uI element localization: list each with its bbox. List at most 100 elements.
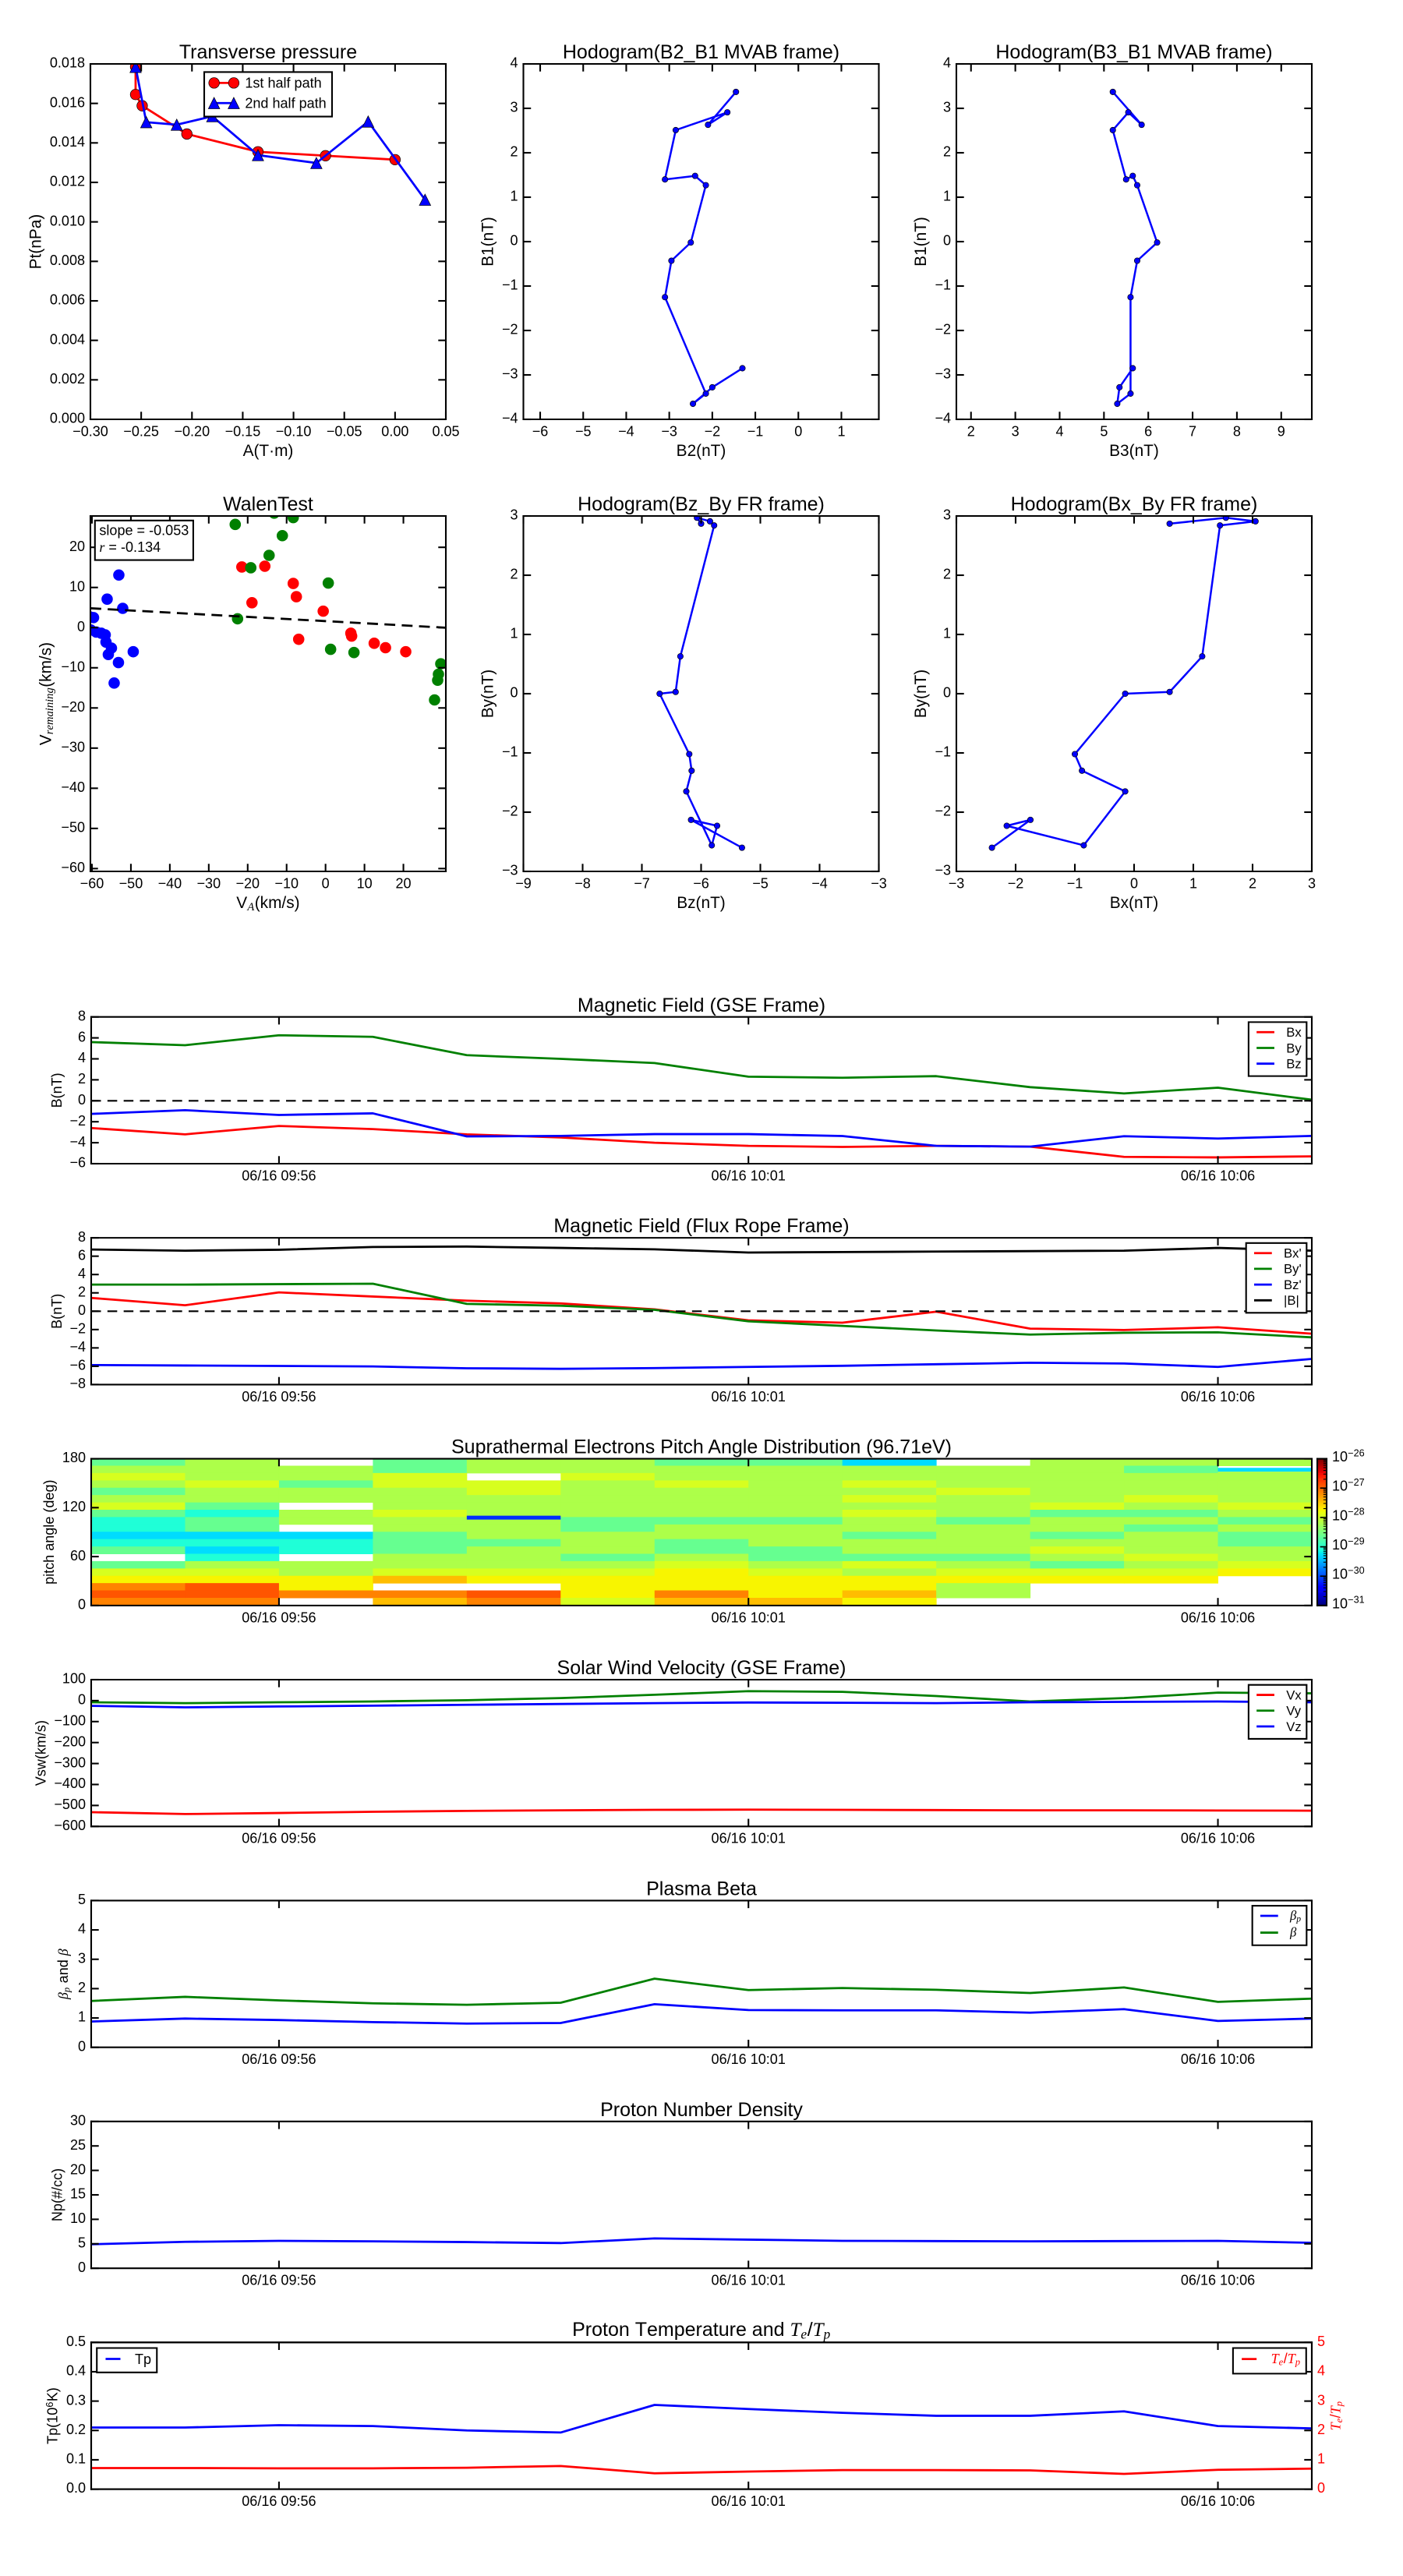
svg-text:Tp: Tp [135, 2352, 151, 2367]
svg-text:Hodogram(B3_B1 MVAB frame): Hodogram(B3_B1 MVAB frame) [995, 41, 1272, 63]
svg-text:0.000: 0.000 [50, 411, 85, 426]
svg-text:0.05: 0.05 [432, 423, 459, 439]
svg-text:1: 1 [1317, 2451, 1325, 2467]
svg-text:6: 6 [1144, 423, 1152, 439]
svg-text:5: 5 [78, 2235, 86, 2250]
svg-text:06/16 10:06: 06/16 10:06 [1181, 2273, 1255, 2288]
svg-text:−200: −200 [54, 1733, 86, 1749]
svg-text:Hodogram(B2_B1 MVAB frame): Hodogram(B2_B1 MVAB frame) [563, 41, 839, 63]
svg-text:3: 3 [943, 507, 951, 523]
svg-text:06/16 10:01: 06/16 10:01 [712, 2051, 786, 2067]
svg-text:0: 0 [78, 1092, 86, 1108]
svg-text:V ( k m: V ( k m / s ) A [236, 892, 304, 913]
svg-text:−20: −20 [61, 699, 85, 715]
svg-text:−1: −1 [747, 423, 764, 439]
svg-text:Vsw(km/s): Vsw(km/s) [34, 1720, 49, 1786]
svg-text:2nd half path: 2nd half path [245, 96, 326, 111]
svg-text:Bx(nT): Bx(nT) [1110, 894, 1159, 912]
svg-text:−0.10: −0.10 [276, 423, 312, 439]
svg-text:25: 25 [70, 2137, 86, 2153]
svg-text:60: 60 [70, 1548, 86, 1564]
svg-text:06/16 10:06: 06/16 10:06 [1181, 1168, 1255, 1183]
svg-text:10: 10 [70, 2210, 86, 2226]
svg-text:−600: −600 [54, 1818, 86, 1833]
svg-text:A(T·m): A(T·m) [243, 442, 294, 460]
svg-text:B2(nT): B2(nT) [677, 442, 726, 460]
svg-text:06/16 10:01: 06/16 10:01 [712, 1831, 786, 1846]
svg-text:1 0 −: 1 0 − 2 9 [1332, 1528, 1365, 1553]
svg-text:0: 0 [1130, 875, 1138, 891]
svg-text:06/16 09:56: 06/16 09:56 [242, 2051, 316, 2067]
svg-text:−2: −2 [935, 322, 951, 337]
svg-text:B(nT): B(nT) [49, 1072, 65, 1108]
svg-text:V ( k m: V ( k m / s ) r e m a i n i n g [35, 638, 57, 745]
svg-text:0: 0 [78, 1302, 86, 1318]
svg-text:−2: −2 [69, 1113, 86, 1129]
svg-text:3: 3 [943, 100, 951, 115]
svg-text:20: 20 [396, 875, 412, 891]
svg-text:4: 4 [1055, 423, 1063, 439]
svg-text:Bz(nT): Bz(nT) [677, 894, 726, 912]
svg-text:06/16 10:01: 06/16 10:01 [712, 1610, 786, 1625]
svg-text:2: 2 [78, 1284, 86, 1299]
svg-text:−2: −2 [935, 804, 951, 819]
svg-text:−50: −50 [119, 875, 143, 891]
svg-text:−6: −6 [693, 875, 709, 891]
svg-text:1: 1 [78, 2009, 86, 2025]
svg-text:−10: −10 [274, 875, 299, 891]
svg-text:−2: −2 [1008, 875, 1024, 891]
svg-text:1: 1 [1189, 875, 1197, 891]
svg-text:−0.05: −0.05 [327, 423, 362, 439]
svg-text:3: 3 [78, 1950, 86, 1966]
svg-text:1 0 −: 1 0 − 3 0 [1332, 1558, 1365, 1583]
svg-text:0.008: 0.008 [50, 253, 85, 268]
svg-text:4: 4 [511, 55, 518, 71]
svg-text:0: 0 [943, 685, 951, 701]
svg-text:06/16 09:56: 06/16 09:56 [242, 1389, 316, 1405]
svg-text:Vy: Vy [1286, 1704, 1301, 1719]
svg-text:4: 4 [943, 55, 951, 71]
svg-text:0: 0 [78, 2038, 86, 2054]
svg-text:10: 10 [357, 875, 373, 891]
svg-text:4: 4 [78, 1266, 86, 1281]
svg-text:3: 3 [511, 507, 518, 523]
svg-text:1: 1 [511, 189, 518, 204]
svg-text:2: 2 [943, 567, 951, 582]
svg-text:30: 30 [70, 2113, 86, 2129]
svg-text:120: 120 [62, 1499, 86, 1514]
svg-text:8: 8 [1233, 423, 1241, 439]
svg-text:0.1: 0.1 [66, 2451, 86, 2467]
svg-text:By(nT): By(nT) [912, 670, 930, 719]
svg-text:T T e p: T T e p / [1271, 2348, 1305, 2369]
svg-text:−3: −3 [949, 875, 965, 891]
svg-text:4: 4 [78, 1050, 86, 1065]
svg-text:−1: −1 [935, 744, 951, 760]
svg-text:−3: −3 [661, 423, 677, 439]
svg-text:Solar Wind Velocity (GSE Frame: Solar Wind Velocity (GSE Frame) [557, 1657, 846, 1679]
svg-text:By: By [1286, 1041, 1302, 1055]
svg-text:0.014: 0.014 [50, 134, 85, 150]
svg-text:−0.25: −0.25 [123, 423, 159, 439]
svg-text:0: 0 [77, 619, 85, 634]
svg-text:1: 1 [511, 626, 518, 641]
svg-text:−0.20: −0.20 [174, 423, 210, 439]
svg-text:pitch angle (deg): pitch angle (deg) [41, 1479, 57, 1584]
svg-text:−4: −4 [935, 411, 951, 426]
svg-text:1 0 −: 1 0 − 3 1 [1332, 1588, 1365, 1613]
svg-text:1st half path: 1st half path [245, 76, 321, 91]
svg-text:−2: −2 [502, 804, 518, 819]
svg-text:Vx: Vx [1286, 1687, 1302, 1702]
svg-text:0.018: 0.018 [50, 55, 85, 71]
svg-text:−6: −6 [69, 1155, 86, 1171]
svg-text:6: 6 [78, 1247, 86, 1263]
svg-text:2: 2 [78, 1071, 86, 1087]
svg-text:−6: −6 [532, 423, 549, 439]
svg-text:Pt(nPa): Pt(nPa) [27, 214, 45, 270]
svg-text:Proton Number Density: Proton Number Density [600, 2099, 803, 2121]
svg-text:3: 3 [1317, 2392, 1325, 2408]
svg-text:06/16 10:06: 06/16 10:06 [1181, 1610, 1255, 1625]
svg-text:−2: −2 [502, 322, 518, 337]
svg-text:0.0: 0.0 [66, 2480, 86, 2496]
svg-text:0: 0 [511, 233, 518, 249]
svg-text:15: 15 [70, 2186, 86, 2202]
